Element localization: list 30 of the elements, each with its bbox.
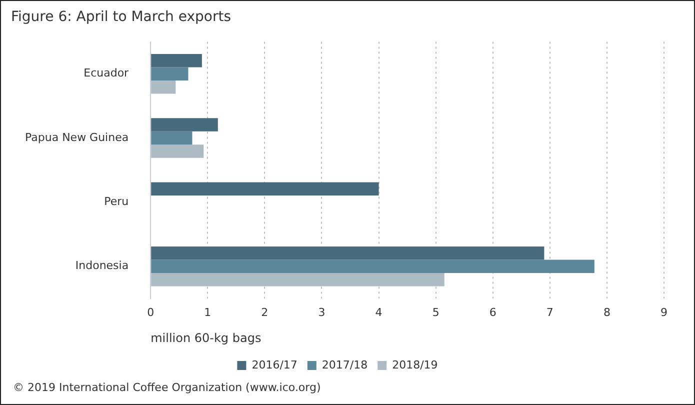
x-tick-label: 0 <box>147 306 154 319</box>
y-tick-label: Ecuador <box>84 66 130 80</box>
legend-label: 2017/18 <box>322 358 368 372</box>
x-tick-label: 4 <box>375 306 382 319</box>
bar <box>151 80 176 94</box>
bar <box>151 182 379 196</box>
chart-title: Figure 6: April to March exports <box>11 9 231 26</box>
x-tick-label: 2 <box>261 306 268 319</box>
x-tick-label: 7 <box>546 306 554 319</box>
legend-label: 2016/17 <box>252 358 298 372</box>
bar <box>151 131 192 145</box>
text: © 2019 International Coffee Organization (www.ico.org) <box>13 381 321 394</box>
bar <box>151 67 188 81</box>
y-tick-label: Peru <box>104 195 129 208</box>
bar <box>151 54 202 68</box>
y-tick-label: Papua New Guinea <box>25 130 129 144</box>
bar <box>151 144 204 158</box>
x-tick-label: 6 <box>489 306 496 319</box>
y-tick-label: Indonesia <box>75 259 129 272</box>
x-tick-label: 1 <box>204 306 212 319</box>
bar <box>151 272 444 286</box>
bar <box>151 260 594 273</box>
x-tick-label: 8 <box>603 306 610 319</box>
legend-label: 2018/19 <box>392 358 438 372</box>
bar <box>151 118 218 132</box>
x-axis-title: million 60-kg bags <box>150 330 262 345</box>
x-tick-label: 3 <box>318 306 326 319</box>
bar <box>151 246 544 260</box>
x-tick-label: 9 <box>660 306 668 319</box>
x-tick-label: 5 <box>432 306 440 319</box>
